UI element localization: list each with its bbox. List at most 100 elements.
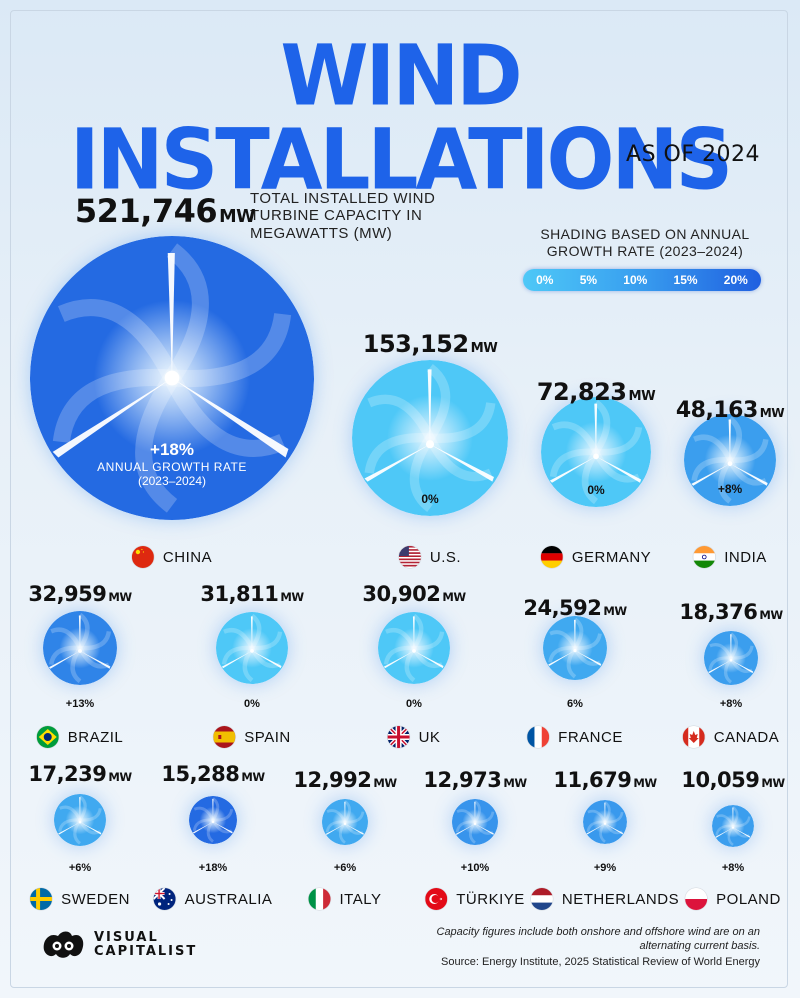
legend-stop: 15%: [673, 273, 698, 287]
growth-label: 0%: [406, 698, 422, 710]
capacity-label: 18,376 MW: [679, 600, 783, 624]
growth-color-legend: 0% 5% 10% 15% 20%: [523, 269, 761, 291]
bubble-italy: [322, 799, 368, 845]
bubble-us: [352, 360, 508, 516]
country-name: AUSTRALIA: [184, 890, 273, 908]
growth-value: +18%: [150, 440, 194, 459]
legend-stop: 5%: [579, 273, 598, 287]
capacity-value: 48,163: [675, 398, 758, 423]
bubble-germany: [541, 397, 651, 507]
capacity-unit: MW: [470, 341, 498, 356]
country-label-turkiye: TÜRKIYE: [425, 888, 525, 910]
capacity-unit: MW: [759, 406, 785, 420]
country-label-netherlands: NETHERLANDS: [530, 888, 679, 910]
wind-turbine-icon: [712, 805, 754, 847]
capacity-note: TOTAL INSTALLED WIND TURBINE CAPACITY IN…: [250, 190, 436, 242]
growth-label: 0%: [587, 483, 605, 497]
capacity-unit: MW: [628, 389, 656, 404]
country-label-spain: SPAIN: [213, 726, 290, 748]
wind-turbine-icon: [452, 799, 498, 845]
wind-turbine-icon: [54, 794, 106, 846]
visual-capitalist-logo: VISUAL CAPITALIST: [40, 928, 197, 962]
canada-flag-icon: [682, 726, 705, 748]
capacity-unit: MW: [108, 770, 132, 784]
capacity-value: 12,973: [423, 768, 502, 792]
footnote: Capacity figures include both onshore an…: [436, 926, 761, 952]
germany-flag-icon: [540, 546, 563, 568]
country-label-australia: AUSTRALIA: [153, 888, 273, 910]
capacity-value: 15,288: [161, 762, 240, 786]
capacity-unit: MW: [241, 770, 265, 784]
us-flag-icon: [398, 546, 421, 568]
growth-label: +8%: [721, 862, 745, 874]
country-label-poland: POLAND: [685, 888, 781, 910]
capacity-label: 12,992 MW: [293, 768, 397, 792]
australia-flag-icon: [153, 888, 176, 910]
capacity-value: 30,902: [362, 582, 441, 606]
growth-label: +10%: [460, 862, 490, 874]
capacity-label: 12,973 MW: [423, 768, 527, 792]
wind-turbine-icon: [543, 616, 607, 680]
country-label-germany: GERMANY: [540, 546, 651, 568]
legend-stop: 20%: [723, 273, 748, 287]
country-name: U.S.: [429, 548, 462, 566]
capacity-value: 153,152: [362, 330, 469, 358]
logo-line-2: CAPITALIST: [94, 944, 198, 959]
growth-label: +9%: [593, 862, 617, 874]
wind-turbine-icon: [704, 631, 758, 685]
wind-turbine-icon: [541, 397, 651, 507]
capacity-label: 31,811 MW: [200, 582, 304, 606]
capacity-unit: MW: [442, 590, 466, 604]
country-name: TÜRKIYE: [456, 890, 525, 908]
capacity-value: 18,376: [679, 600, 758, 624]
capacity-value: 17,239: [28, 762, 107, 786]
growth-label: +18%: [198, 862, 228, 874]
country-name: CHINA: [162, 548, 213, 566]
bubble-netherlands: [583, 800, 627, 844]
wind-turbine-icon: [352, 360, 508, 516]
country-label-us: U.S.: [398, 546, 462, 568]
capacity-label: 17,239 MW: [28, 762, 132, 786]
bubble-uk: [378, 612, 450, 684]
bubble-brazil: [43, 611, 117, 685]
france-flag-icon: [527, 726, 550, 748]
country-label-india: INDIA: [693, 546, 767, 568]
page-subtitle: AS OF 2024: [626, 142, 760, 167]
capacity-value: 72,823: [536, 378, 627, 406]
capacity-unit: MW: [280, 590, 304, 604]
bubble-china: [30, 236, 314, 520]
country-name: FRANCE: [558, 728, 623, 746]
growth-label: 0%: [244, 698, 260, 710]
source-note: Source: Energy Institute, 2025 Statistic…: [441, 956, 760, 968]
capacity-unit: MW: [633, 776, 657, 790]
capacity-value: 11,679: [553, 768, 632, 792]
legend-title: SHADING BASED ON ANNUAL GROWTH RATE (202…: [540, 226, 750, 259]
capacity-label: 24,592 MW: [523, 596, 627, 620]
capacity-unit: MW: [108, 590, 132, 604]
growth-label: +6%: [68, 862, 92, 874]
brazil-flag-icon: [36, 726, 59, 748]
india-flag-icon: [693, 546, 716, 568]
country-name: SWEDEN: [61, 890, 130, 908]
capacity-value: 12,992: [293, 768, 372, 792]
growth-caption: ANNUAL GROWTH RATE: [97, 460, 247, 474]
bubble-spain: [216, 612, 288, 684]
country-label-canada: CANADA: [682, 726, 780, 748]
wind-turbine-icon: [583, 800, 627, 844]
capacity-label: 72,823 MW: [536, 378, 656, 406]
bubble-australia: [189, 796, 237, 844]
country-label-china: CHINA: [131, 546, 213, 568]
country-name: ITALY: [339, 890, 382, 908]
country-label-sweden: SWEDEN: [30, 888, 130, 910]
capacity-unit: MW: [759, 608, 783, 622]
country-name: CANADA: [713, 728, 780, 746]
logo-mark-icon: [43, 931, 84, 958]
legend-stop: 10%: [623, 273, 648, 287]
country-name: INDIA: [724, 548, 767, 566]
bubble-poland: [712, 805, 754, 847]
wind-turbine-icon: [322, 799, 368, 845]
growth-period: (2023–2024): [137, 474, 207, 488]
capacity-unit: MW: [503, 776, 527, 790]
italy-flag-icon: [308, 888, 331, 910]
growth-label: +13%: [65, 698, 95, 710]
